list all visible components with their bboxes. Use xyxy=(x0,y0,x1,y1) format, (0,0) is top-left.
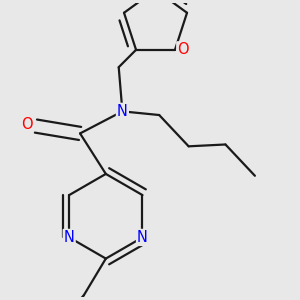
Text: O: O xyxy=(177,42,189,57)
Text: O: O xyxy=(21,117,32,132)
Text: N: N xyxy=(137,230,148,245)
Text: N: N xyxy=(117,104,128,119)
Text: N: N xyxy=(64,230,75,245)
